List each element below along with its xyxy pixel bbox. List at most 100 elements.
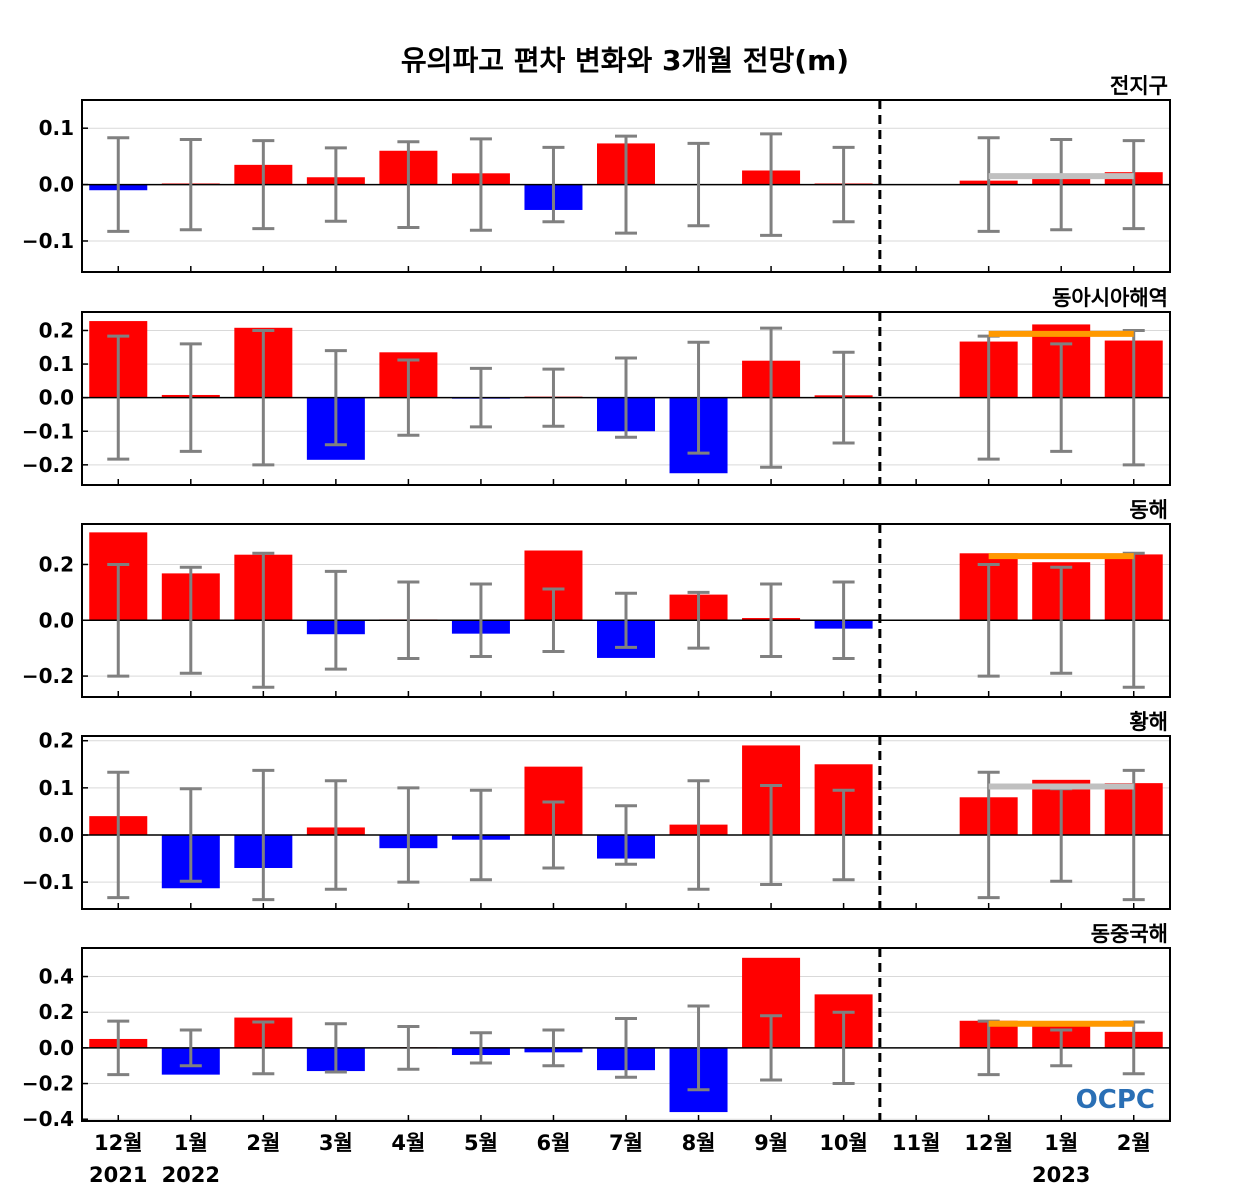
error-bar xyxy=(397,1024,420,1071)
error-bar xyxy=(615,356,637,439)
error-bar xyxy=(107,770,130,900)
y-tick-label: 0.0 xyxy=(39,608,74,632)
error-bar xyxy=(397,358,420,437)
y-tick-label: 0.2 xyxy=(39,318,74,342)
error-bar xyxy=(542,145,565,224)
year-label: 2022 xyxy=(162,1163,220,1187)
error-bar xyxy=(1050,342,1073,453)
error-bar xyxy=(687,1004,710,1092)
panel-title: 전지구 xyxy=(1110,74,1168,98)
x-tick-label: 2월 xyxy=(1117,1131,1151,1155)
chart-title: 유의파고 편차 변화와 3개월 전망(m) xyxy=(401,44,849,77)
error-bar xyxy=(687,779,710,891)
error-bar xyxy=(760,1014,783,1082)
error-bar xyxy=(397,140,420,229)
panel-frame xyxy=(81,947,1171,1122)
error-bar xyxy=(179,137,202,232)
y-tick-label: −0.2 xyxy=(22,453,74,477)
x-tick-label: 1월 xyxy=(174,1131,208,1155)
x-tick-label: 11월 xyxy=(892,1131,941,1155)
error-bar xyxy=(687,340,710,455)
error-bar xyxy=(1122,139,1145,231)
y-tick-label: 0.2 xyxy=(39,552,74,576)
error-bar xyxy=(1050,565,1073,675)
error-bar xyxy=(832,788,855,882)
x-axis: 12월 1월 2월 3월 4월 5월 6월 7월 8월 9월 10월 11월 12월 1월 2월 2021 20… xyxy=(89,1131,1151,1187)
x-tick-label: 12월 xyxy=(964,1131,1013,1155)
y-tick-label: −0.1 xyxy=(22,870,74,894)
panels: −0.10.00.1전지구−0.2−0.10.00.10.2동아시아해역−0.2… xyxy=(22,74,1171,1131)
y-tick-label: 0.1 xyxy=(39,776,74,800)
error-bar xyxy=(760,132,783,237)
error-bar xyxy=(760,582,783,659)
error-bar xyxy=(397,786,420,884)
panel-title: 동중국해 xyxy=(1091,922,1168,946)
year-label: 2021 xyxy=(89,1163,147,1187)
error-bar xyxy=(1122,768,1145,902)
error-bar xyxy=(252,768,275,902)
error-bar xyxy=(760,783,783,886)
y-tick-label: −0.2 xyxy=(22,664,74,688)
y-tick-label: 0.1 xyxy=(39,352,74,376)
error-bar xyxy=(324,779,347,891)
x-tick-label: 9월 xyxy=(754,1131,788,1155)
error-bar xyxy=(179,565,202,675)
error-bar xyxy=(687,141,710,228)
error-bar xyxy=(252,328,275,467)
error-bar xyxy=(542,587,565,654)
error-bar xyxy=(107,1019,130,1077)
x-tick-label: 2월 xyxy=(246,1131,280,1155)
error-bar xyxy=(107,136,130,233)
error-bar xyxy=(469,1031,492,1065)
error-bar xyxy=(1050,137,1073,232)
x-tick-label: 5월 xyxy=(464,1131,498,1155)
error-bar xyxy=(542,1028,565,1068)
year-label: 2023 xyxy=(1032,1163,1090,1187)
error-bar xyxy=(469,366,492,429)
panel-title: 동해 xyxy=(1129,498,1168,522)
error-bar xyxy=(397,580,420,660)
panel-frame xyxy=(81,735,1171,910)
panel-1: −0.1 0.0 0.1 전지구 xyxy=(22,74,1171,273)
y-tick-label: 0.0 xyxy=(39,823,74,847)
y-tick-label: 0.4 xyxy=(39,965,74,989)
y-tick-label: 0.2 xyxy=(39,729,74,753)
panel-frame xyxy=(81,523,1171,698)
error-bar xyxy=(832,580,855,660)
error-bar xyxy=(324,569,347,671)
y-tick-label: 0.0 xyxy=(39,386,74,410)
error-bar xyxy=(179,342,202,453)
error-bar xyxy=(324,1022,347,1074)
error-bar xyxy=(179,1028,202,1068)
error-bar xyxy=(687,590,710,650)
error-bar xyxy=(832,350,855,445)
x-tick-label: 10월 xyxy=(819,1131,868,1155)
y-tick-label: 0.2 xyxy=(39,1000,74,1024)
panel-frame xyxy=(81,311,1171,486)
error-bar xyxy=(760,326,783,469)
x-tick-label: 3월 xyxy=(319,1131,353,1155)
error-bar xyxy=(252,139,275,231)
y-tick-label: 0.1 xyxy=(39,116,74,140)
error-bar xyxy=(977,562,1000,678)
error-bar xyxy=(252,1020,275,1076)
y-tick-label: 0.0 xyxy=(39,173,74,197)
panel-2: −0.2 −0.1 0.0 0.1 0.2 동아시아해역 xyxy=(22,286,1171,486)
error-bar xyxy=(1050,1028,1073,1068)
error-bar xyxy=(832,145,855,224)
x-tick-label: 4월 xyxy=(391,1131,425,1155)
error-bar xyxy=(542,800,565,870)
error-bar xyxy=(977,770,1000,900)
error-bar xyxy=(615,591,637,649)
x-tick-label: 1월 xyxy=(1044,1131,1078,1155)
x-tick-label: 12월 xyxy=(94,1131,143,1155)
y-tick-label: 0.0 xyxy=(39,1036,74,1060)
error-bar xyxy=(615,1016,637,1079)
y-tick-label: −0.1 xyxy=(22,419,74,443)
error-bar xyxy=(542,367,565,428)
error-bar xyxy=(832,1010,855,1086)
y-tick-label: −0.1 xyxy=(22,229,74,253)
error-bar xyxy=(615,804,637,866)
x-tick-label: 7월 xyxy=(609,1131,643,1155)
y-tick-label: −0.4 xyxy=(22,1107,74,1131)
